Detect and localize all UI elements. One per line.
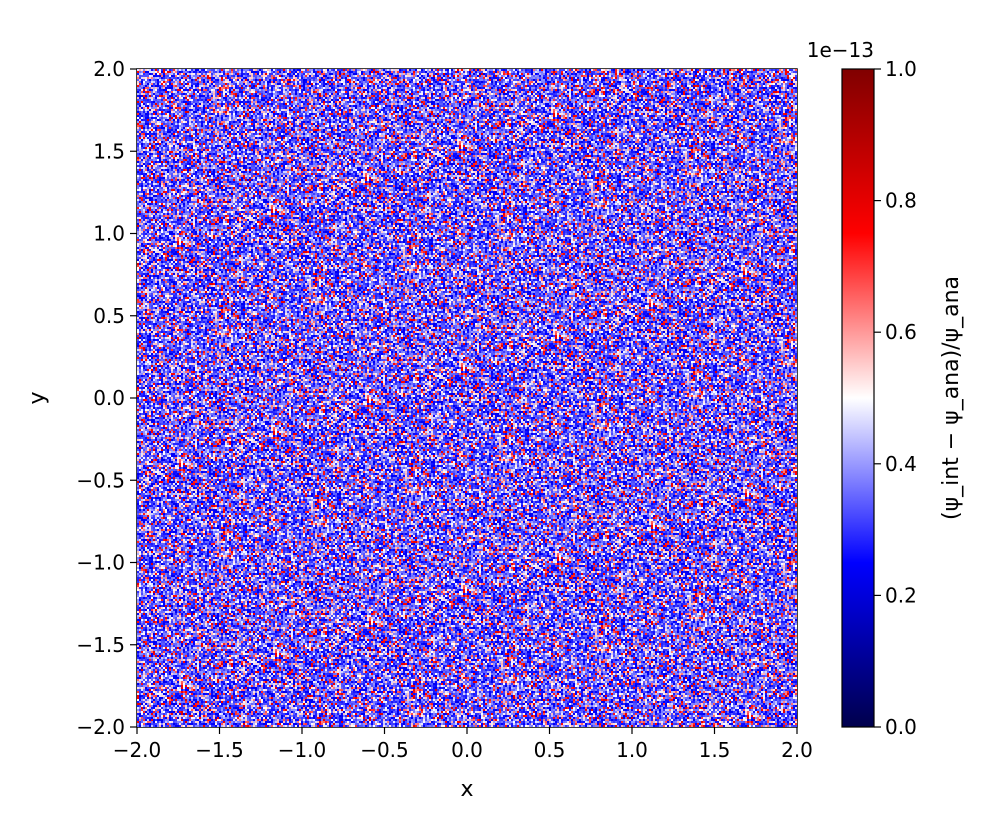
colorbar-tick-label: 0.4 [885, 452, 917, 476]
colorbar-tick-label: 1.0 [885, 57, 917, 81]
y-tick-label: 1.5 [93, 139, 125, 163]
y-tick-label: 1.0 [93, 222, 125, 246]
y-tick-label: −2.0 [76, 715, 125, 739]
x-tick-label: 0.5 [534, 738, 566, 762]
x-tick-label: 2.0 [781, 738, 813, 762]
colorbar-tick-label: 0.6 [885, 320, 917, 344]
colorbar [841, 68, 875, 728]
x-tick-label: 1.5 [699, 738, 731, 762]
x-tick-label: −1.0 [278, 738, 327, 762]
x-tick-label: 1.0 [616, 738, 648, 762]
x-tick-label: 0.0 [451, 738, 483, 762]
y-tick-label: −1.0 [76, 551, 125, 575]
y-tick-label: 0.0 [93, 386, 125, 410]
colorbar-tick-label: 0.8 [885, 189, 917, 213]
x-tick-label: −1.5 [195, 738, 244, 762]
colorbar-label: (ψ_int − ψ_ana)/ψ_ana [939, 276, 964, 520]
y-tick-label: 2.0 [93, 57, 125, 81]
y-axis-ticks: −2.0 −1.5 −1.0 −0.5 0.0 0.5 1.0 1.5 2.0 [76, 57, 137, 739]
heatmap-image [137, 69, 797, 727]
y-tick-label: −1.5 [76, 633, 125, 657]
y-tick-label: −0.5 [76, 468, 125, 492]
colorbar-ticks: 0.0 0.2 0.4 0.6 0.8 1.0 [874, 57, 917, 739]
colorbar-tick-label: 0.2 [885, 583, 917, 607]
x-axis-label: x [460, 777, 473, 802]
x-axis-ticks: −2.0 −1.5 −1.0 −0.5 0.0 0.5 1.0 1.5 2.0 [113, 727, 813, 762]
y-axis-label: y [25, 391, 50, 404]
x-tick-label: −2.0 [113, 738, 162, 762]
colorbar-tick-label: 0.0 [885, 715, 917, 739]
colorbar-offset-text: 1e−13 [807, 38, 874, 62]
x-tick-label: −0.5 [360, 738, 409, 762]
y-tick-label: 0.5 [93, 304, 125, 328]
